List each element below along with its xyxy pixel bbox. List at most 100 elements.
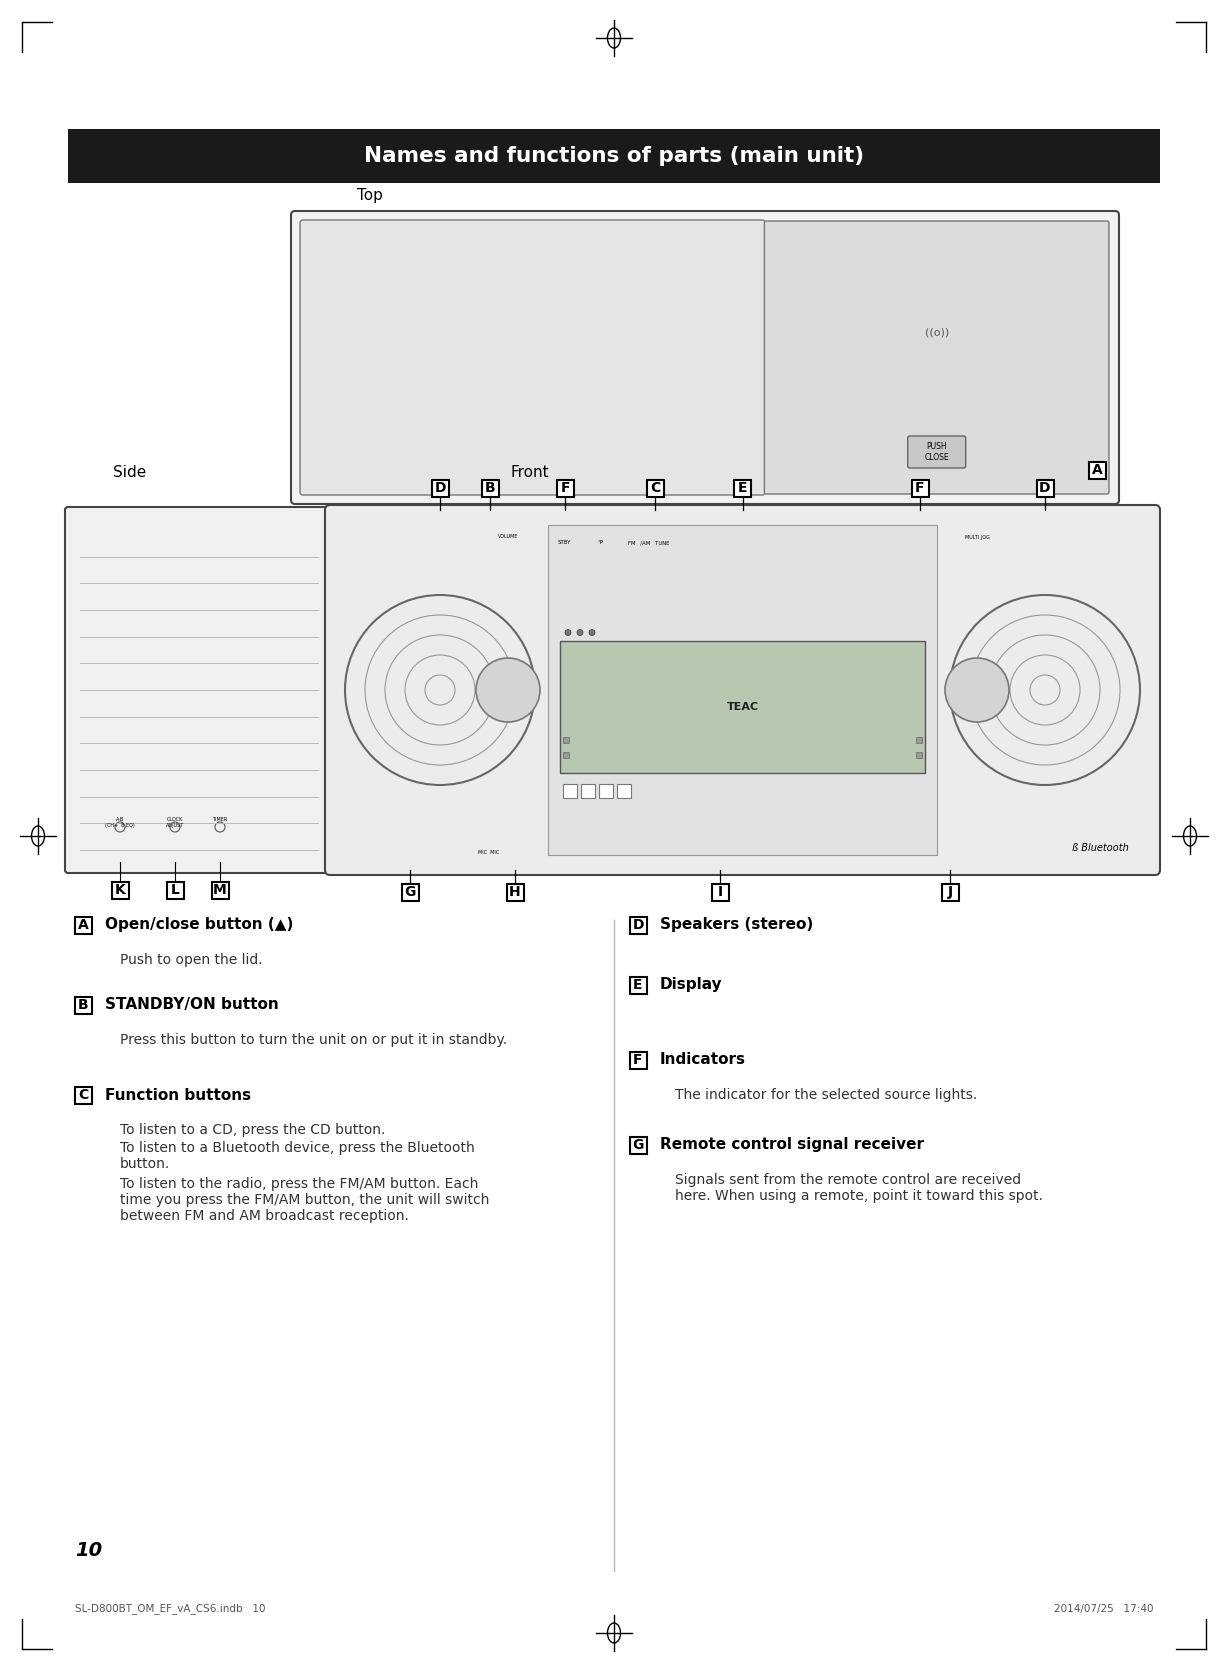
Text: E: E xyxy=(634,978,642,993)
Text: Front: Front xyxy=(511,465,549,480)
Circle shape xyxy=(577,630,583,635)
Text: TIMER: TIMER xyxy=(212,817,227,822)
Bar xyxy=(916,752,922,757)
Text: L: L xyxy=(171,882,179,897)
Text: D: D xyxy=(435,481,446,495)
Bar xyxy=(646,480,663,496)
Circle shape xyxy=(476,658,540,722)
Bar xyxy=(1088,461,1105,478)
Text: To listen to the radio, press the FM/AM button. Each
time you press the FM/AM bu: To listen to the radio, press the FM/AM … xyxy=(120,1176,490,1223)
Text: Top: Top xyxy=(357,189,383,202)
Text: F: F xyxy=(560,481,570,495)
Text: The indicator for the selected source lights.: The indicator for the selected source li… xyxy=(675,1088,977,1101)
Text: SL-D800BT_OM_EF_vA_CS6.indb   10: SL-D800BT_OM_EF_vA_CS6.indb 10 xyxy=(75,1604,265,1614)
Text: A: A xyxy=(77,917,88,932)
Bar xyxy=(630,916,646,934)
Bar xyxy=(75,996,92,1014)
Bar xyxy=(548,525,937,856)
Text: FM   /AM   TUNE: FM /AM TUNE xyxy=(628,540,669,545)
Text: PUSH
CLOSE: PUSH CLOSE xyxy=(925,441,949,463)
Text: Signals sent from the remote control are received
here. When using a remote, poi: Signals sent from the remote control are… xyxy=(675,1173,1043,1203)
Bar xyxy=(506,884,523,901)
Text: G: G xyxy=(404,886,416,899)
Bar xyxy=(75,1086,92,1103)
Text: To listen to a CD, press the CD button.: To listen to a CD, press the CD button. xyxy=(120,1123,386,1136)
Text: STBY: STBY xyxy=(558,540,571,545)
Text: TEAC: TEAC xyxy=(727,702,759,712)
Bar xyxy=(211,882,228,899)
FancyBboxPatch shape xyxy=(907,436,965,468)
Bar xyxy=(916,737,922,742)
Bar xyxy=(711,884,728,901)
Text: Indicators: Indicators xyxy=(659,1053,745,1068)
Text: Display: Display xyxy=(659,978,722,993)
Text: Side: Side xyxy=(113,465,146,480)
Bar xyxy=(630,1051,646,1068)
Bar xyxy=(481,480,499,496)
Text: M: M xyxy=(214,882,227,897)
Text: G: G xyxy=(632,1138,643,1151)
Text: B: B xyxy=(77,998,88,1013)
Text: ((o)): ((o)) xyxy=(925,328,949,338)
Bar xyxy=(734,480,752,496)
Text: C: C xyxy=(77,1088,88,1101)
Bar xyxy=(630,976,646,994)
Text: MULTI JOG: MULTI JOG xyxy=(964,535,990,540)
Bar xyxy=(630,1136,646,1153)
Text: F: F xyxy=(634,1053,642,1068)
Bar xyxy=(942,884,959,901)
Bar xyxy=(68,129,1160,184)
Text: Push to open the lid.: Push to open the lid. xyxy=(120,952,263,968)
Bar xyxy=(402,884,419,901)
Text: I: I xyxy=(717,886,722,899)
Text: J: J xyxy=(948,886,953,899)
Text: E: E xyxy=(738,481,748,495)
Text: To listen to a Bluetooth device, press the Bluetooth
button.: To listen to a Bluetooth device, press t… xyxy=(120,1141,475,1171)
Text: 10: 10 xyxy=(75,1542,102,1561)
FancyBboxPatch shape xyxy=(291,211,1119,505)
Text: °P: °P xyxy=(598,540,604,545)
FancyBboxPatch shape xyxy=(325,505,1160,876)
Text: 2014/07/25   17:40: 2014/07/25 17:40 xyxy=(1054,1604,1153,1614)
Circle shape xyxy=(946,658,1009,722)
Bar xyxy=(616,784,631,797)
Circle shape xyxy=(565,630,571,635)
Text: Open/close button (▲): Open/close button (▲) xyxy=(106,917,293,932)
Bar xyxy=(1036,480,1054,496)
Bar xyxy=(556,480,573,496)
Text: A·B
(CH+  B.EQ): A·B (CH+ B.EQ) xyxy=(106,817,135,827)
Bar xyxy=(562,784,577,797)
Bar xyxy=(75,916,92,934)
Bar xyxy=(581,784,596,797)
Bar xyxy=(599,784,613,797)
Text: D: D xyxy=(632,917,643,932)
FancyBboxPatch shape xyxy=(764,221,1109,495)
Text: Names and functions of parts (main unit): Names and functions of parts (main unit) xyxy=(363,145,865,165)
Text: Press this button to turn the unit on or put it in standby.: Press this button to turn the unit on or… xyxy=(120,1033,507,1048)
Text: F: F xyxy=(915,481,925,495)
FancyBboxPatch shape xyxy=(65,506,333,872)
Bar xyxy=(112,882,129,899)
Text: B: B xyxy=(485,481,495,495)
Text: STANDBY/ON button: STANDBY/ON button xyxy=(106,998,279,1013)
Bar xyxy=(911,480,928,496)
Text: Function buttons: Function buttons xyxy=(106,1088,251,1103)
Text: MIC  MIC: MIC MIC xyxy=(478,849,500,854)
Text: A: A xyxy=(1092,463,1103,476)
Bar xyxy=(431,480,448,496)
Circle shape xyxy=(589,630,596,635)
Text: K: K xyxy=(114,882,125,897)
Text: Speakers (stereo): Speakers (stereo) xyxy=(659,917,813,932)
Text: C: C xyxy=(650,481,661,495)
FancyBboxPatch shape xyxy=(300,221,765,495)
Text: ß Bluetooth: ß Bluetooth xyxy=(1072,842,1129,852)
Bar xyxy=(167,882,183,899)
Bar xyxy=(562,737,569,742)
Text: VOLUME: VOLUME xyxy=(497,535,518,540)
Text: Remote control signal receiver: Remote control signal receiver xyxy=(659,1138,923,1153)
Text: D: D xyxy=(1039,481,1051,495)
Bar xyxy=(562,752,569,757)
Text: H: H xyxy=(510,886,521,899)
Bar xyxy=(560,640,925,772)
Text: CLOCK
ADJUST: CLOCK ADJUST xyxy=(166,817,184,827)
